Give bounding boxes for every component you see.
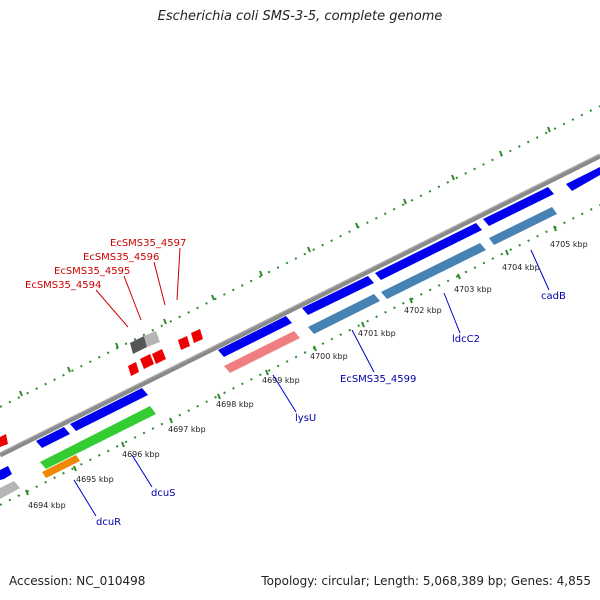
scale-tick-label: 4701 kbp (358, 329, 396, 338)
gene-label: lysU (295, 413, 316, 424)
gene-label: dcuS (151, 488, 176, 499)
gene-label: ldcC2 (452, 334, 480, 345)
gene-feature[interactable] (0, 434, 8, 447)
gene-label: EcSMS35_4594 (25, 280, 101, 291)
gene-feature[interactable] (128, 362, 139, 376)
outer-dotted-track (0, 105, 600, 408)
gene-feature[interactable] (381, 243, 486, 299)
scale-tick-label: 4697 kbp (168, 425, 206, 434)
gene-feature[interactable] (302, 276, 374, 315)
inner-dotted-track (0, 204, 600, 506)
gene-label: EcSMS35_4595 (54, 266, 130, 277)
small-features (0, 329, 203, 447)
gene-feature[interactable] (0, 481, 20, 499)
gene-label: dcuR (96, 517, 121, 528)
gene-feature[interactable] (40, 406, 156, 469)
red-leader-lines (95, 247, 181, 328)
gene-feature[interactable] (130, 336, 147, 354)
gene-feature[interactable] (566, 167, 600, 191)
gene-feature[interactable] (489, 207, 557, 245)
gene-feature[interactable] (140, 354, 154, 369)
scale-tick-label: 4694 kbp (28, 501, 66, 510)
forward-strand-genes (0, 167, 600, 480)
gene-feature[interactable] (0, 466, 12, 480)
scale-tick-label: 4700 kbp (310, 352, 348, 361)
gene-label: cadB (541, 291, 566, 302)
blue-leader-lines (73, 249, 550, 517)
scale-tick-label: 4703 kbp (454, 285, 492, 294)
gene-feature[interactable] (36, 427, 70, 448)
gene-feature[interactable] (70, 388, 148, 431)
gene-label: EcSMS35_4597 (110, 238, 186, 249)
gene-feature[interactable] (191, 329, 203, 343)
scale-tick-label: 4705 kbp (550, 240, 588, 249)
gene-feature[interactable] (42, 455, 80, 478)
gene-feature[interactable] (308, 294, 380, 334)
scale-tick-label: 4702 kbp (404, 306, 442, 315)
scale-tick-label: 4698 kbp (216, 400, 254, 409)
gene-feature[interactable] (178, 336, 190, 350)
genome-summary: Topology: circular; Length: 5,068,389 bp… (261, 574, 591, 588)
scale-tick-label: 4699 kbp (262, 376, 300, 385)
map-title: Escherichia coli SMS-3-5, complete genom… (157, 9, 443, 24)
scale-tick-label: 4696 kbp (122, 450, 160, 459)
gene-feature[interactable] (218, 316, 292, 357)
major-tick-marks (19, 126, 557, 496)
scale-tick-label: 4695 kbp (76, 475, 114, 484)
scale-tick-label: 4704 kbp (502, 263, 540, 272)
accession-label: Accession: NC_010498 (9, 574, 146, 588)
gene-feature[interactable] (152, 349, 166, 364)
gene-feature[interactable] (375, 223, 482, 280)
gene-feature[interactable] (483, 187, 554, 226)
reverse-strand-genes (0, 207, 557, 499)
genome-backbone (0, 153, 600, 458)
gene-feature[interactable] (224, 331, 300, 373)
gene-label: EcSMS35_4596 (83, 252, 159, 263)
gene-label: EcSMS35_4599 (340, 374, 416, 385)
gene-feature[interactable] (144, 331, 160, 347)
